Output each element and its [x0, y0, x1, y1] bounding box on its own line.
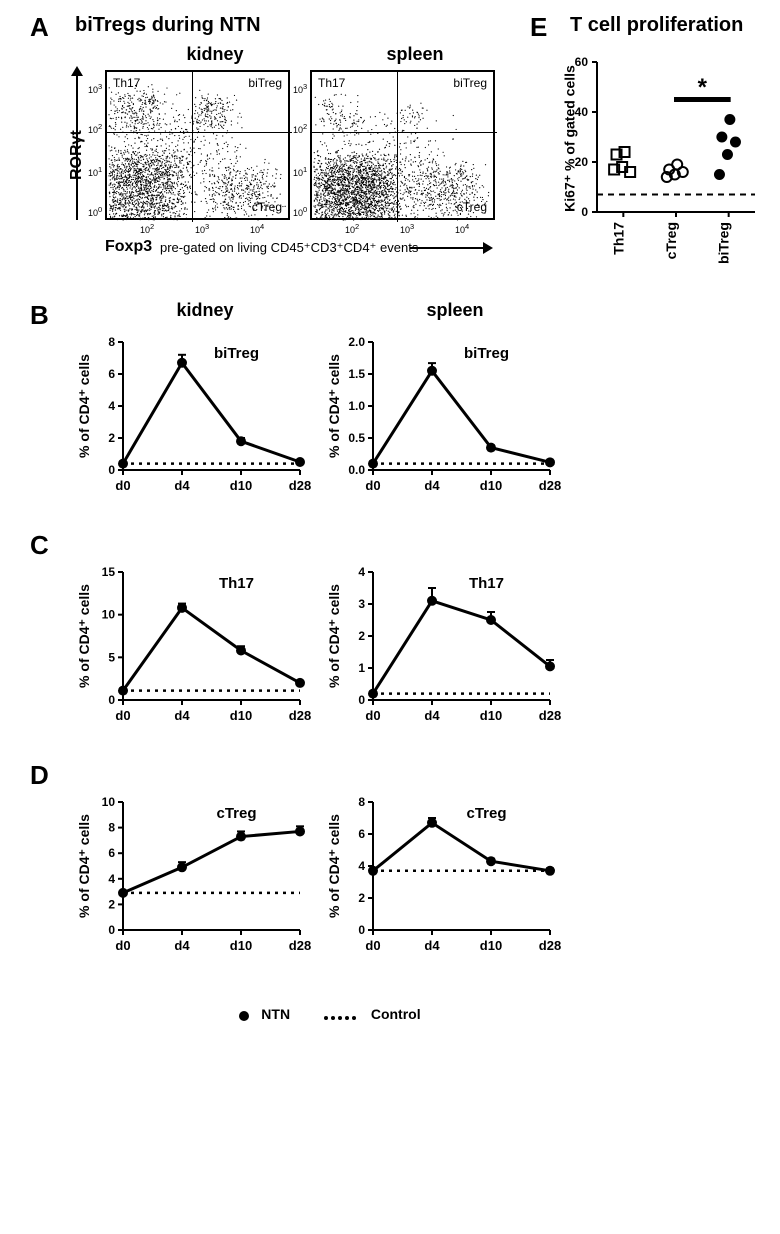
facs-kidney-bitreg: biTreg	[248, 76, 282, 90]
panel-e-title: T cell proliferation	[570, 14, 743, 37]
facs-spleen-quad-v	[397, 72, 398, 222]
facs-spleen-th17: Th17	[318, 76, 345, 90]
panel-e-ylabel: Ki67⁺ % of gated cells	[562, 64, 579, 214]
panel-c-label: C	[30, 530, 49, 561]
legend-ntn-label: NTN	[261, 1006, 290, 1022]
panel-b-label: B	[30, 300, 49, 331]
facs-kidney-th17: Th17	[113, 76, 140, 90]
facs-kidney-ctreg: cTreg	[252, 200, 282, 214]
facs-spleen-ctreg: cTreg	[457, 200, 487, 214]
facs-kidney-quad-h	[107, 132, 292, 133]
tc-col-spleen: spleen	[395, 300, 515, 321]
facs-kidney-xtick3: 103	[195, 222, 209, 235]
panel-a-col-kidney: kidney	[155, 44, 275, 65]
panel-a-xlabel: Foxp3	[105, 238, 152, 256]
legend: NTN Control	[180, 1005, 480, 1023]
panel-e-chart: 0204060 * Th17cTregbiTreg	[555, 52, 765, 282]
facs-spleen-ytick3: 103	[293, 82, 307, 95]
facs-spleen-quad-h	[312, 132, 497, 133]
legend-control-label: Control	[371, 1006, 421, 1022]
panel-d-label: D	[30, 760, 49, 791]
facs-kidney-ytick2: 102	[88, 122, 102, 135]
facs-spleen-xtick3: 103	[400, 222, 414, 235]
facs-kidney-ytick0: 100	[88, 205, 102, 218]
chart-c-kidney: 051015d0d4d10d28% of CD4⁺ cellsTh17	[75, 560, 315, 750]
tc-col-kidney: kidney	[145, 300, 265, 321]
facs-kidney-xtick4: 104	[250, 222, 264, 235]
facs-kidney: Th17 biTreg cTreg	[105, 70, 290, 220]
panel-a-xaxis-arrowhead	[483, 242, 493, 254]
facs-kidney-xtick2: 102	[140, 222, 154, 235]
facs-spleen-ytick2: 102	[293, 122, 307, 135]
panel-a-col-spleen: spleen	[355, 44, 475, 65]
facs-spleen-ytick1: 101	[293, 165, 307, 178]
panel-a-xcaption: pre-gated on living CD45⁺CD3⁺CD4⁺ events	[160, 240, 418, 256]
chart-b-kidney: 02468d0d4d10d28% of CD4⁺ cellsbiTreg	[75, 330, 315, 520]
facs-kidney-ytick1: 101	[88, 165, 102, 178]
panel-a-ylabel: RORγt	[68, 130, 86, 180]
legend-control: Control	[324, 1006, 421, 1023]
legend-ntn-marker	[239, 1011, 249, 1021]
facs-kidney-ytick3: 103	[88, 82, 102, 95]
panel-a-title: biTregs during NTN	[75, 14, 261, 37]
chart-c-spleen: 01234d0d4d10d28% of CD4⁺ cellsTh17	[325, 560, 565, 750]
facs-spleen-bitreg: biTreg	[453, 76, 487, 90]
panel-e-label: E	[530, 12, 547, 43]
chart-b-spleen: 0.00.51.01.52.0d0d4d10d28% of CD4⁺ cells…	[325, 330, 565, 520]
panel-a-xaxis-arrow	[410, 247, 485, 249]
legend-control-marker	[324, 1007, 359, 1023]
facs-spleen: Th17 biTreg cTreg	[310, 70, 495, 220]
facs-kidney-quad-v	[192, 72, 193, 222]
facs-spleen-xtick2: 102	[345, 222, 359, 235]
chart-d-kidney: 0246810d0d4d10d28% of CD4⁺ cellscTreg	[75, 790, 315, 980]
legend-ntn: NTN	[239, 1006, 290, 1022]
facs-spleen-ytick0: 100	[293, 205, 307, 218]
chart-d-spleen: 02468d0d4d10d28% of CD4⁺ cellscTreg	[325, 790, 565, 980]
panel-a-yaxis-arrowhead	[71, 66, 83, 76]
panel-a-label: A	[30, 12, 49, 43]
facs-spleen-xtick4: 104	[455, 222, 469, 235]
